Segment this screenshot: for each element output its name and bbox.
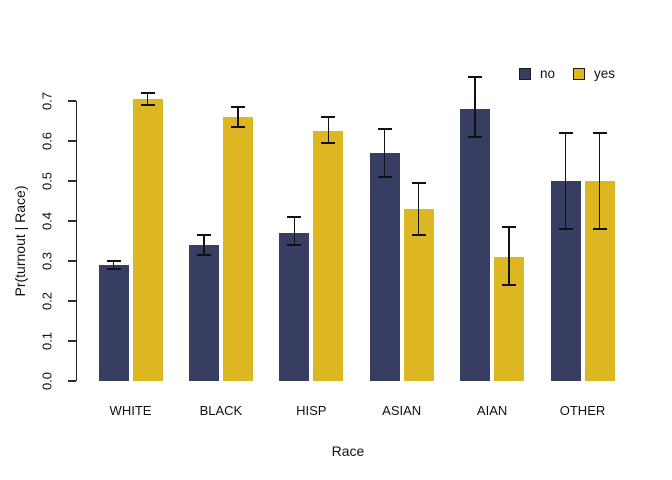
bar-black-no xyxy=(188,245,219,381)
error-bar-aian-no xyxy=(474,77,476,137)
bar-white-no xyxy=(98,265,129,381)
legend-label-yes: yes xyxy=(594,66,616,81)
y-axis-line xyxy=(75,101,77,381)
error-bar-black-yes xyxy=(237,107,239,127)
error-cap-high-black-no xyxy=(196,234,211,236)
error-cap-low-black-yes xyxy=(230,126,245,128)
error-bar-asian-yes xyxy=(418,183,420,235)
error-bar-other-yes xyxy=(598,133,601,229)
bar-white-yes xyxy=(132,99,163,381)
bar-asian-no xyxy=(369,153,400,381)
error-cap-high-black-yes xyxy=(230,106,245,108)
x-category-label-asian: ASIAN xyxy=(382,403,422,418)
x-category-label-hisp: HISP xyxy=(296,403,327,418)
error-cap-low-other-yes xyxy=(592,228,607,230)
error-cap-high-white-no xyxy=(106,260,121,262)
y-tick xyxy=(67,140,76,142)
y-tick xyxy=(67,260,76,262)
error-cap-high-other-no xyxy=(558,132,573,134)
x-axis-title: Race xyxy=(331,443,365,459)
x-category-label-aian: AIAN xyxy=(476,403,508,418)
y-tick xyxy=(67,340,76,342)
y-tick xyxy=(67,180,76,182)
error-cap-low-white-no xyxy=(106,268,121,270)
bar-black-yes xyxy=(222,117,253,381)
error-bar-asian-no xyxy=(384,129,386,177)
y-tick-label: 0.3 xyxy=(39,251,55,271)
error-cap-high-white-yes xyxy=(140,92,155,94)
error-cap-low-asian-no xyxy=(377,176,392,178)
x-category-label-white: WHITE xyxy=(109,403,152,418)
error-cap-high-asian-no xyxy=(377,128,392,130)
error-cap-high-hisp-yes xyxy=(321,116,336,118)
y-tick-label: 0.5 xyxy=(39,171,55,191)
y-tick-label: 0.4 xyxy=(39,211,55,231)
legend-label-no: no xyxy=(540,66,556,81)
error-bar-white-yes xyxy=(146,93,149,105)
y-tick xyxy=(67,220,76,222)
legend-item-no: no xyxy=(519,66,555,81)
error-cap-high-other-yes xyxy=(592,132,607,134)
x-category-label-black: BLACK xyxy=(199,403,243,418)
legend: no yes xyxy=(519,66,615,81)
legend-item-yes: yes xyxy=(573,66,615,81)
bar-aian-no xyxy=(460,109,491,381)
error-bar-black-no xyxy=(203,235,205,255)
error-bar-hisp-yes xyxy=(327,117,329,143)
error-bar-aian-yes xyxy=(508,227,510,285)
bar-hisp-no xyxy=(279,233,310,381)
y-tick-label: 0.6 xyxy=(39,131,55,151)
y-tick-label: 0.1 xyxy=(39,331,55,351)
error-bar-hisp-no xyxy=(293,217,295,245)
y-tick-label: 0.0 xyxy=(39,371,55,391)
error-cap-low-asian-yes xyxy=(411,234,426,236)
x-category-label-other: OTHER xyxy=(559,403,606,418)
bar-asian-yes xyxy=(403,209,434,381)
y-tick-label: 0.2 xyxy=(39,291,55,311)
error-cap-low-aian-yes xyxy=(502,284,517,286)
error-cap-low-aian-no xyxy=(468,136,483,138)
error-cap-high-aian-no xyxy=(468,76,483,78)
y-tick-label: 0.7 xyxy=(39,91,55,111)
y-tick xyxy=(67,100,76,102)
error-cap-high-hisp-no xyxy=(287,216,302,218)
error-cap-low-other-no xyxy=(558,228,573,230)
error-cap-low-hisp-no xyxy=(287,244,302,246)
legend-swatch-yes xyxy=(573,67,586,80)
error-bar-white-no xyxy=(112,261,115,269)
y-axis-title: Pr(turnout | Race) xyxy=(12,185,28,297)
error-cap-low-hisp-yes xyxy=(321,142,336,144)
error-cap-high-aian-yes xyxy=(502,226,517,228)
y-tick xyxy=(67,380,76,382)
legend-swatch-no xyxy=(519,67,531,80)
bar-hisp-yes xyxy=(313,131,344,381)
error-cap-low-black-no xyxy=(196,254,211,256)
error-cap-low-white-yes xyxy=(140,104,155,106)
error-bar-other-no xyxy=(564,133,567,229)
error-cap-high-asian-yes xyxy=(411,182,426,184)
y-tick xyxy=(67,300,76,302)
